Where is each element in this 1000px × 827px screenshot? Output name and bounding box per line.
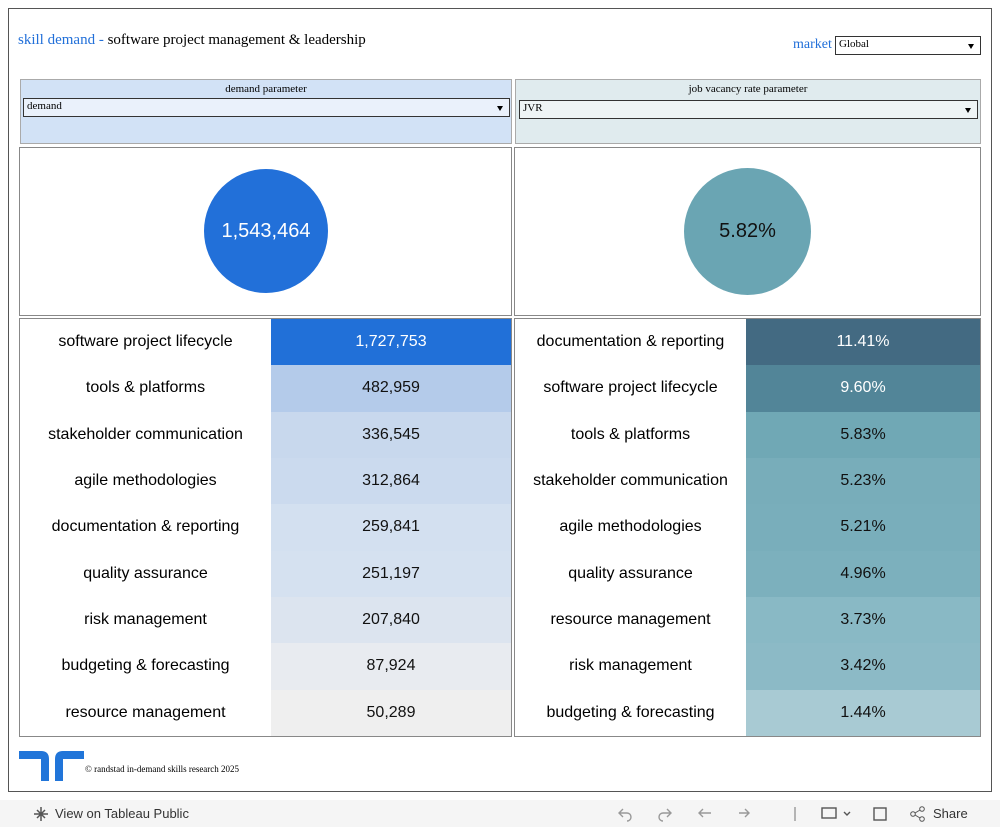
row-value: 3.73% (746, 597, 980, 644)
toolbar-icons (618, 807, 887, 822)
dashboard-frame (8, 8, 992, 792)
table-row: resource management 50,289 (20, 689, 511, 736)
ranking-table: documentation & reporting 11.41% software … (514, 318, 981, 737)
row-value: 482,959 (271, 365, 511, 412)
table-row: agile methodologies 312,864 (20, 458, 511, 505)
row-value: 50,289 (271, 689, 511, 736)
title-text: software project management & leadership (107, 32, 366, 48)
table-row: resource management 3.73% (515, 597, 980, 644)
row-label: agile methodologies (559, 518, 702, 536)
table-row: agile methodologies 5.21% (515, 504, 980, 551)
table-row: software project lifecycle 9.60% (515, 365, 980, 412)
row-value: 87,924 (271, 643, 511, 690)
table-row: budgeting & forecasting 87,924 (20, 643, 511, 690)
row-value: 1,727,753 (271, 319, 511, 366)
footer-credit: © randstad in-demand skills research 202… (85, 764, 240, 774)
row-label: resource management (550, 611, 711, 629)
table-row: risk management 207,840 (20, 597, 511, 644)
parameter-panel: demand parameter demand (20, 79, 512, 144)
row-label: quality assurance (568, 564, 693, 582)
row-value: 259,841 (271, 504, 511, 551)
parameter-panel: job vacancy rate parameter JVR (515, 79, 981, 144)
row-value: 5.83% (746, 411, 980, 458)
table-row: risk management 3.42% (515, 643, 980, 690)
row-label: documentation & reporting (536, 333, 725, 351)
kpi-circle: 5.82% (684, 168, 811, 295)
tableau-icon (34, 807, 48, 821)
row-label: software project lifecycle (58, 333, 233, 351)
row-value: 251,197 (271, 550, 511, 597)
parameter-dropdown[interactable]: JVR (519, 100, 978, 119)
market-label: market (793, 37, 832, 52)
parameter-label: demand parameter (225, 83, 307, 95)
row-value: 336,545 (271, 411, 511, 458)
row-value: 5.23% (746, 458, 980, 505)
title: skill demand - software project manageme… (18, 32, 366, 49)
share-icon (910, 806, 925, 822)
row-value: 11.41% (746, 319, 980, 366)
table-row: documentation & reporting 259,841 (20, 504, 511, 551)
row-label: risk management (84, 611, 207, 629)
view-link[interactable]: View on Tableau Public (55, 806, 189, 821)
row-value: 9.60% (746, 365, 980, 412)
kpi-panel: 5.82% (514, 147, 981, 316)
table-row: software project lifecycle 1,727,753 (20, 319, 511, 366)
logo (19, 751, 84, 781)
table-row: budgeting & forecasting 1.44% (515, 689, 980, 736)
row-label: tools & platforms (85, 379, 206, 397)
row-label: budgeting & forecasting (61, 657, 230, 675)
table-row: stakeholder communication 5.23% (515, 458, 980, 505)
toolbar: View on Tableau Public Share (0, 800, 1000, 827)
kpi-circle: 1,543,464 (204, 169, 328, 293)
table-row: tools & platforms 5.83% (515, 411, 980, 458)
row-value: 3.42% (746, 643, 980, 690)
row-label: budgeting & forecasting (546, 703, 715, 721)
row-label: software project lifecycle (543, 379, 718, 397)
row-value: 4.96% (746, 550, 980, 597)
row-label: stakeholder communication (533, 472, 728, 490)
share-button[interactable]: Share (933, 806, 968, 821)
table-row: documentation & reporting 11.41% (515, 319, 980, 366)
row-label: tools & platforms (570, 425, 691, 443)
table-row: tools & platforms 482,959 (20, 365, 511, 412)
row-value: 312,864 (271, 458, 511, 505)
title-prefix: skill demand - (18, 32, 108, 48)
table-row: stakeholder communication 336,545 (20, 411, 511, 458)
row-label: stakeholder communication (48, 425, 243, 443)
row-label: agile methodologies (74, 472, 217, 490)
row-value: 5.21% (746, 504, 980, 551)
table-row: quality assurance 251,197 (20, 550, 511, 597)
parameter-label: job vacancy rate parameter (688, 83, 808, 95)
row-label: risk management (569, 657, 692, 675)
row-label: documentation & reporting (51, 518, 240, 536)
table-row: quality assurance 4.96% (515, 550, 980, 597)
row-value: 207,840 (271, 597, 511, 644)
row-label: quality assurance (83, 564, 208, 582)
kpi-panel: 1,543,464 (19, 147, 512, 316)
row-value: 1.44% (746, 689, 980, 736)
market-dropdown[interactable]: Global (835, 36, 981, 55)
ranking-table: software project lifecycle 1,727,753 tools… (19, 318, 512, 737)
parameter-dropdown[interactable]: demand (23, 98, 510, 117)
row-label: resource management (65, 703, 226, 721)
